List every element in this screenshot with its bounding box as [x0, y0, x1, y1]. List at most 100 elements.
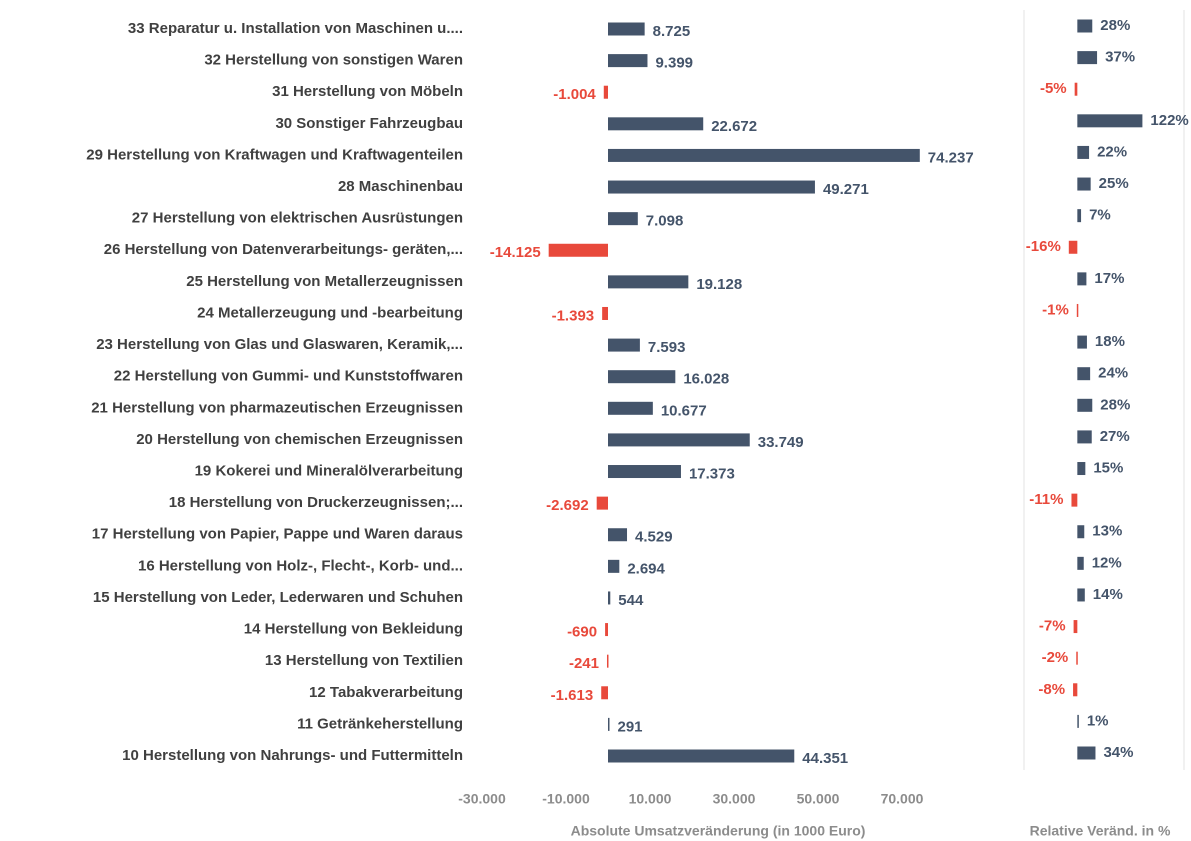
data-label: 9.399 — [655, 55, 693, 72]
category-label: 15 Herstellung von Leder, Lederwaren und… — [93, 589, 463, 606]
data-label: 4.529 — [635, 529, 673, 546]
category-label: 17 Herstellung von Papier, Pappe und War… — [92, 526, 463, 543]
bar — [601, 686, 608, 700]
bar — [608, 370, 676, 384]
data-label: 17.373 — [689, 465, 735, 482]
category-label: 30 Sonstiger Fahrzeugbau — [275, 115, 463, 132]
bar — [1077, 430, 1092, 444]
bar — [606, 654, 609, 668]
category-label: 10 Herstellung von Nahrungs- und Futterm… — [122, 747, 463, 764]
category-label: 11 Getränkeherstellung — [297, 715, 463, 732]
category-label: 19 Kokerei und Mineralölverarbeitung — [195, 462, 463, 479]
data-label: 16.028 — [683, 371, 729, 388]
data-label: -16% — [1026, 238, 1061, 255]
category-label: 32 Herstellung von sonstigen Waren — [204, 52, 463, 69]
data-label: -8% — [1038, 681, 1065, 698]
bar — [1077, 525, 1085, 539]
bar — [608, 591, 611, 605]
data-label: 544 — [618, 592, 644, 609]
data-label: 37% — [1105, 49, 1135, 66]
category-label: 29 Herstellung von Kraftwagen und Kraftw… — [86, 146, 463, 163]
bar — [605, 623, 608, 637]
bar — [608, 749, 795, 763]
data-label: 22.672 — [711, 118, 757, 135]
data-label: -690 — [567, 624, 597, 641]
bar — [608, 338, 640, 352]
bar — [1071, 493, 1078, 507]
data-label: -7% — [1039, 618, 1066, 635]
data-label: -2% — [1042, 649, 1069, 666]
data-label: 15% — [1093, 459, 1123, 476]
bar — [608, 717, 610, 731]
data-label: -1.004 — [553, 86, 596, 103]
data-label: 33.749 — [758, 434, 804, 451]
x-tick-label: 30.000 — [713, 791, 756, 807]
category-label: 27 Herstellung von elektrischen Ausrüstu… — [132, 210, 463, 227]
bar — [608, 433, 750, 447]
bar — [1077, 177, 1091, 191]
x-axis-label: Absolute Umsatzveränderung (in 1000 Euro… — [571, 823, 866, 839]
data-label: -14.125 — [490, 244, 541, 261]
data-label: 18% — [1095, 333, 1125, 350]
category-label: 14 Herstellung von Bekleidung — [244, 621, 463, 638]
x-tick-label: 70.000 — [881, 791, 924, 807]
data-label: -1.393 — [552, 307, 595, 324]
data-label: 2.694 — [627, 560, 665, 577]
data-label: 291 — [618, 718, 643, 735]
bar — [1076, 651, 1078, 665]
data-label: -5% — [1040, 80, 1067, 97]
data-label: 13% — [1092, 523, 1122, 540]
data-label: 17% — [1094, 270, 1124, 287]
bar — [608, 212, 638, 226]
data-label: -11% — [1029, 491, 1063, 508]
data-label: -1.613 — [551, 687, 594, 704]
data-label: -2.692 — [546, 497, 589, 514]
bar — [1077, 209, 1082, 223]
data-label: 7.593 — [648, 339, 686, 356]
category-label: 26 Herstellung von Datenverarbeitungs- g… — [104, 241, 463, 258]
bar — [1077, 272, 1087, 286]
data-label: 44.351 — [802, 750, 848, 767]
bar — [608, 22, 645, 36]
category-label: 31 Herstellung von Möbeln — [272, 83, 463, 100]
data-label: 12% — [1092, 554, 1122, 571]
data-label: 25% — [1099, 175, 1129, 192]
bar — [608, 180, 815, 194]
x-tick-label: -30.000 — [458, 791, 506, 807]
data-label: 7.098 — [646, 213, 684, 230]
bar — [608, 117, 704, 131]
category-label: 13 Herstellung von Textilien — [265, 652, 463, 669]
x-tick-label: 10.000 — [629, 791, 672, 807]
data-label: -241 — [569, 655, 599, 672]
bar — [608, 275, 689, 289]
data-label: 1% — [1087, 712, 1109, 729]
data-label: -1% — [1042, 301, 1069, 318]
bar — [1077, 367, 1091, 381]
bar — [608, 54, 648, 68]
bar — [1077, 556, 1084, 570]
data-label: 19.128 — [696, 276, 742, 293]
category-label: 23 Herstellung von Glas und Glaswaren, K… — [96, 336, 463, 353]
category-label: 16 Herstellung von Holz-, Flecht-, Korb-… — [138, 557, 463, 574]
data-label: 49.271 — [823, 181, 869, 198]
data-label: 74.237 — [928, 149, 974, 166]
data-label: 28% — [1100, 396, 1130, 413]
bar — [1068, 240, 1078, 254]
data-label: 122% — [1150, 112, 1188, 129]
bar — [1077, 335, 1087, 349]
data-label: 27% — [1100, 428, 1130, 445]
bar — [1077, 462, 1086, 476]
x-axis-label: Relative Veränd. in % — [1030, 823, 1171, 839]
bar — [548, 243, 608, 257]
category-label: 24 Metallerzeugung und -bearbeitung — [197, 304, 463, 321]
category-label: 21 Herstellung von pharmazeutischen Erze… — [91, 399, 463, 416]
x-tick-label: -10.000 — [542, 791, 590, 807]
bar — [1077, 114, 1143, 128]
bar — [602, 306, 608, 320]
bar — [1077, 398, 1093, 412]
bar — [1074, 82, 1078, 96]
category-label: 25 Herstellung von Metallerzeugnissen — [186, 273, 463, 290]
data-label: 7% — [1089, 207, 1111, 224]
category-label: 28 Maschinenbau — [338, 178, 463, 195]
